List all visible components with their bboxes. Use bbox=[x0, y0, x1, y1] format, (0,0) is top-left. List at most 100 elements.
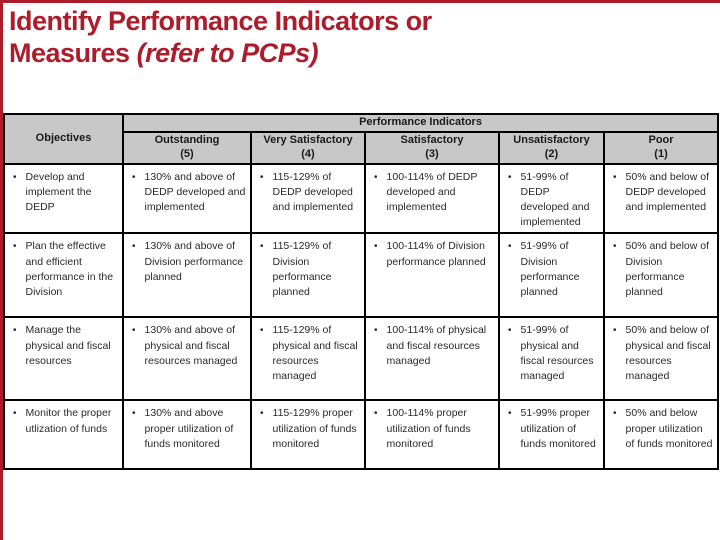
cell-objective: • Develop and implement the DEDP bbox=[3, 162, 124, 235]
cell-unsatisfactory: • 51-99% of Division performance planned bbox=[498, 232, 605, 319]
bullet-icon: • bbox=[613, 408, 617, 420]
column-header-outstanding: Outstanding (5) bbox=[122, 131, 252, 165]
top-accent-border bbox=[0, 0, 720, 3]
cell-text: 130% and above of Division performance p… bbox=[144, 240, 244, 283]
cell-text: 50% and below proper utilization of fund… bbox=[625, 407, 713, 450]
cell-satisfactory: • 100-114% of DEDP developed and implemen… bbox=[364, 162, 500, 235]
cell-text: 51-99% proper utilization of funds monit… bbox=[520, 407, 596, 450]
column-header-satisfactory: Satisfactory (3) bbox=[364, 131, 500, 165]
cell-very-satisfactory: • 115-129% proper utilization of funds mo… bbox=[250, 399, 366, 471]
cell-outstanding: • 130% and above proper utilization of fu… bbox=[122, 399, 252, 471]
bullet-icon: • bbox=[374, 241, 378, 253]
cell-very-satisfactory: • 115-129% of DEDP developed and implemen… bbox=[250, 162, 366, 235]
column-header-label: Outstanding bbox=[154, 134, 220, 146]
bullet-icon: • bbox=[13, 325, 17, 337]
title-line2-main: Measures bbox=[9, 37, 130, 68]
bullet-icon: • bbox=[508, 325, 512, 337]
left-accent-border bbox=[0, 0, 3, 540]
column-header-label: Unsatisfactory bbox=[513, 134, 590, 146]
table-header-ratings-row: Outstanding (5) Very Satisfactory (4) Sa… bbox=[4, 131, 720, 165]
bullet-icon: • bbox=[260, 325, 264, 337]
bullet-icon: • bbox=[508, 408, 512, 420]
table-header-span-row: Objectives Performance Indicators bbox=[3, 113, 720, 165]
cell-outstanding: • 130% and above of DEDP developed and im… bbox=[122, 162, 252, 235]
cell-text: Manage the physical and fiscal resources bbox=[25, 324, 111, 367]
performance-indicators-table: Objectives Performance Indicators Outsta… bbox=[3, 113, 720, 471]
cell-text: 51-99% of DEDP developed and implemented bbox=[520, 170, 590, 229]
cell-satisfactory: • 100-114% of Division performance planne… bbox=[364, 232, 500, 319]
bullet-icon: • bbox=[132, 171, 136, 183]
cell-text: Develop and implement the DEDP bbox=[25, 170, 92, 213]
cell-text: 130% and above of DEDP developed and imp… bbox=[144, 170, 246, 213]
column-header-label: Satisfactory bbox=[400, 134, 464, 146]
cell-text: 50% and below of DEDP developed and impl… bbox=[625, 170, 709, 213]
cell-text: Plan the effective and efficient perform… bbox=[25, 240, 114, 299]
cell-outstanding: • 130% and above of physical and fiscal r… bbox=[122, 316, 252, 402]
bullet-icon: • bbox=[508, 241, 512, 253]
cell-text: 50% and below of physical and fiscal res… bbox=[625, 324, 711, 383]
bullet-icon: • bbox=[508, 171, 512, 183]
column-header-unsatisfactory: Unsatisfactory (2) bbox=[498, 131, 605, 165]
cell-very-satisfactory: • 115-129% of Division performance planne… bbox=[250, 232, 366, 319]
cell-text: 100-114% proper utilization of funds mon… bbox=[386, 407, 471, 450]
performance-indicators-header: Performance Indicators bbox=[121, 113, 720, 133]
bullet-icon: • bbox=[613, 325, 617, 337]
bullet-icon: • bbox=[260, 408, 264, 420]
column-header-score: (2) bbox=[544, 147, 559, 160]
bullet-icon: • bbox=[613, 171, 617, 183]
objectives-header: Objectives bbox=[3, 113, 124, 165]
table-row: • Plan the effective and efficient perfor… bbox=[3, 232, 720, 319]
cell-satisfactory: • 100-114% proper utilization of funds mo… bbox=[364, 399, 500, 471]
title-emphasis: (refer to PCPs) bbox=[136, 37, 319, 68]
bullet-icon: • bbox=[374, 408, 378, 420]
bullet-icon: • bbox=[13, 171, 17, 183]
cell-satisfactory: • 100-114% of physical and fiscal resourc… bbox=[364, 316, 500, 402]
cell-text: 51-99% of physical and fiscal resources … bbox=[520, 324, 594, 383]
cell-objective: • Manage the physical and fiscal resource… bbox=[3, 316, 124, 402]
cell-text: Monitor the proper utlization of funds bbox=[25, 407, 112, 435]
cell-text: 115-129% proper utilization of funds mon… bbox=[272, 407, 357, 450]
cell-text: 50% and below of Division performance pl… bbox=[625, 240, 709, 299]
cell-poor: • 50% and below proper utilization of fun… bbox=[602, 399, 720, 471]
bullet-icon: • bbox=[13, 241, 17, 253]
column-header-score: (5) bbox=[180, 147, 194, 160]
cell-unsatisfactory: • 51-99% proper utilization of funds moni… bbox=[498, 399, 605, 471]
cell-text: 115-129% of Division performance planned bbox=[272, 240, 332, 299]
bullet-icon: • bbox=[13, 408, 17, 420]
title-line1: Identify Performance Indicators or bbox=[9, 6, 432, 36]
title-line2: Measures (refer to PCPs) bbox=[9, 38, 609, 70]
cell-text: 100-114% of DEDP developed and implement… bbox=[386, 170, 478, 213]
column-header-score: (3) bbox=[425, 147, 439, 160]
bullet-icon: • bbox=[260, 171, 264, 183]
cell-text: 100-114% of Division performance planned bbox=[386, 240, 486, 268]
column-header-label: Very Satisfactory bbox=[263, 134, 353, 146]
column-header-label: Poor bbox=[648, 134, 674, 146]
column-header-score: (1) bbox=[654, 147, 668, 160]
cell-poor: • 50% and below of physical and fiscal re… bbox=[602, 316, 720, 402]
table-row: • Monitor the proper utlization of funds … bbox=[3, 399, 720, 471]
bullet-icon: • bbox=[132, 408, 136, 420]
bullet-icon: • bbox=[374, 171, 378, 183]
page-title: Identify Performance Indicators or Measu… bbox=[9, 6, 609, 69]
column-header-poor: Poor (1) bbox=[602, 131, 720, 165]
column-header-score: (4) bbox=[301, 147, 315, 160]
cell-objective: • Monitor the proper utlization of funds bbox=[3, 399, 124, 471]
cell-text: 130% and above of physical and fiscal re… bbox=[144, 324, 238, 367]
cell-text: 100-114% of physical and fiscal resource… bbox=[386, 324, 487, 367]
table-row: • Develop and implement the DEDP • 130% an… bbox=[3, 162, 720, 235]
column-header-very-satisfactory: Very Satisfactory (4) bbox=[250, 131, 366, 165]
cell-outstanding: • 130% and above of Division performance … bbox=[122, 232, 252, 319]
bullet-icon: • bbox=[260, 241, 264, 253]
bullet-icon: • bbox=[613, 241, 617, 253]
table-row: • Manage the physical and fiscal resource… bbox=[3, 316, 720, 402]
cell-unsatisfactory: • 51-99% of physical and fiscal resources… bbox=[498, 316, 605, 402]
bullet-icon: • bbox=[132, 325, 136, 337]
cell-text: 115-129% of physical and fiscal resource… bbox=[272, 324, 358, 383]
cell-very-satisfactory: • 115-129% of physical and fiscal resourc… bbox=[250, 316, 366, 402]
cell-poor: • 50% and below of Division performance p… bbox=[602, 232, 720, 319]
bullet-icon: • bbox=[132, 241, 136, 253]
cell-objective: • Plan the effective and efficient perfor… bbox=[3, 232, 124, 319]
cell-poor: • 50% and below of DEDP developed and imp… bbox=[602, 162, 720, 235]
bullet-icon: • bbox=[374, 325, 378, 337]
